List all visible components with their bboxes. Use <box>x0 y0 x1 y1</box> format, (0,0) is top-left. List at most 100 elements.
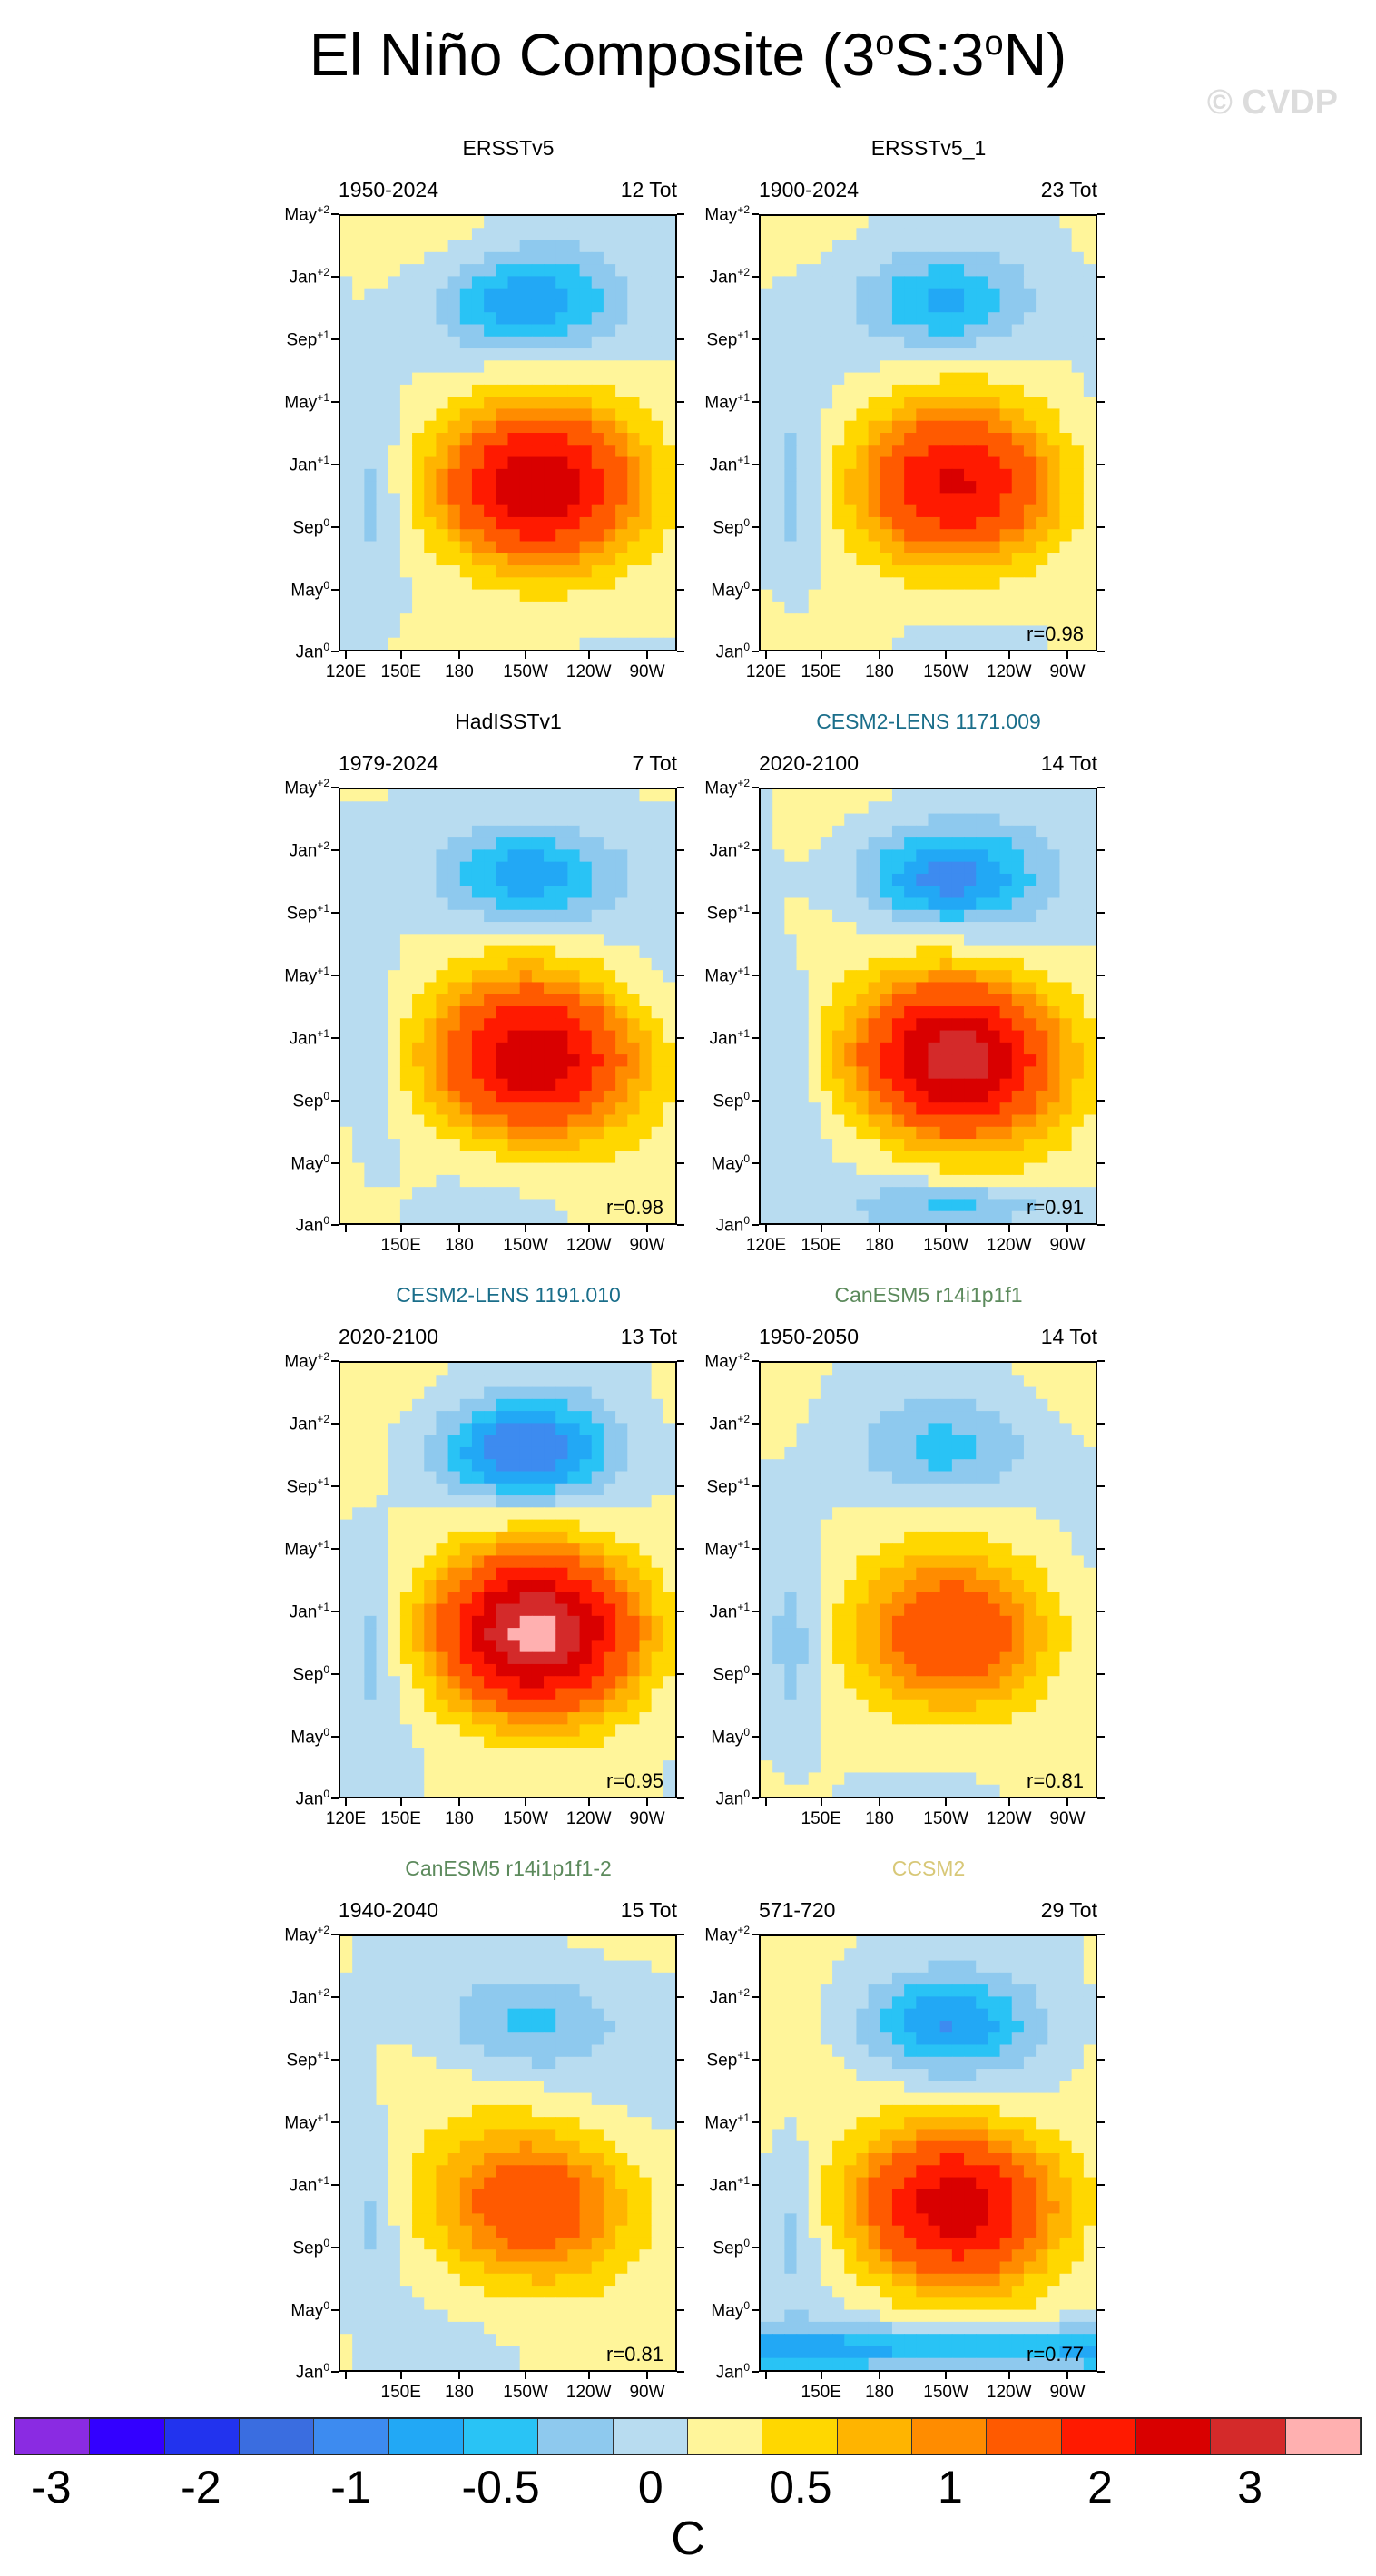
heatmap-cell <box>459 1151 473 1164</box>
heatmap-cell <box>1047 861 1061 875</box>
heatmap-cell <box>388 504 401 518</box>
heatmap-cell <box>808 1174 821 1188</box>
heatmap-cell <box>519 1640 533 1653</box>
heatmap-cell <box>891 1030 905 1043</box>
heatmap-cell <box>627 456 641 470</box>
heatmap-cell <box>761 1126 773 1140</box>
heatmap-cell <box>916 982 929 995</box>
heatmap-cell <box>376 1090 389 1103</box>
heatmap-cell <box>459 1386 473 1400</box>
heatmap-cell <box>880 1006 893 1019</box>
heatmap-cell <box>832 613 845 627</box>
heatmap-cell <box>988 565 1001 578</box>
heatmap-cell <box>364 1555 378 1569</box>
heatmap-cell <box>615 299 628 313</box>
heatmap-cell <box>496 384 509 397</box>
heatmap-cell <box>808 813 821 827</box>
heatmap-cell <box>1023 957 1037 971</box>
heatmap-cell <box>844 516 858 530</box>
panel-tot: 14 Tot <box>1040 751 1097 775</box>
heatmap-cell <box>928 516 941 530</box>
heatmap-cell <box>591 1114 604 1128</box>
heatmap-cell <box>591 589 604 602</box>
heatmap-cell <box>976 336 988 349</box>
heatmap-cell <box>891 1126 905 1140</box>
heatmap-cell <box>376 613 389 627</box>
heatmap-cell <box>412 1615 425 1629</box>
heatmap-cell <box>1036 251 1048 265</box>
heatmap-cell <box>796 312 810 326</box>
heatmap-cell <box>519 601 533 614</box>
heatmap-cell <box>627 433 641 446</box>
heatmap-cell <box>424 922 437 935</box>
heatmap-cell <box>496 408 509 422</box>
heatmap-cell <box>651 360 664 374</box>
heatmap-cell <box>507 372 521 386</box>
heatmap-cell <box>1071 1090 1085 1103</box>
heatmap-cell <box>808 1139 821 1151</box>
heatmap-cell <box>1011 468 1025 482</box>
x-tick-label: 150E <box>801 662 841 681</box>
heatmap-cell <box>1083 336 1096 349</box>
heatmap-cell <box>928 312 941 326</box>
heatmap-cell <box>988 886 1001 899</box>
heatmap-cell <box>399 825 413 838</box>
heatmap-cell <box>496 348 509 361</box>
heatmap-cell <box>904 445 917 458</box>
heatmap-cell <box>399 813 413 827</box>
heatmap-cell <box>459 909 473 923</box>
heatmap-cell <box>615 945 628 959</box>
heatmap-cell <box>567 1398 581 1412</box>
heatmap-cell <box>856 228 870 241</box>
heatmap-cell <box>627 886 641 899</box>
heatmap-cell <box>519 957 533 971</box>
y-tick-label: Jan+1 <box>709 453 750 475</box>
heatmap-cell <box>579 789 593 802</box>
heatmap-cell <box>939 601 953 614</box>
heatmap-cell <box>832 299 845 313</box>
heatmap-cell <box>531 324 545 338</box>
heatmap-cell <box>976 613 988 627</box>
heatmap-cell <box>399 886 413 899</box>
heatmap-cell <box>808 1078 821 1092</box>
heatmap-cell <box>651 1162 664 1176</box>
heatmap-cell <box>412 849 425 863</box>
heatmap-cell <box>951 516 965 530</box>
heatmap-cell <box>531 565 545 578</box>
heatmap-cell <box>856 384 870 397</box>
heatmap-cell <box>436 1459 449 1473</box>
heatmap-cell <box>651 934 664 947</box>
heatmap-cell <box>988 408 1001 422</box>
heatmap-cell <box>1023 445 1037 458</box>
y-tick-mark <box>752 1161 759 1164</box>
heatmap-cell <box>916 837 929 850</box>
heatmap-cell <box>376 1628 389 1641</box>
heatmap-cell <box>399 1151 413 1164</box>
heatmap-cell <box>567 1507 581 1521</box>
heatmap-cell <box>399 970 413 984</box>
heatmap-cell <box>544 1151 556 1164</box>
heatmap-cell <box>868 873 881 886</box>
heatmap-cell <box>412 1174 425 1188</box>
heatmap-cell <box>761 1090 773 1103</box>
heatmap-cell <box>364 1495 378 1508</box>
heatmap-cell <box>868 1162 881 1176</box>
heatmap-cell <box>603 228 616 241</box>
heatmap-cell <box>519 994 533 1007</box>
heatmap-cell <box>388 553 401 566</box>
heatmap-cell <box>424 577 437 591</box>
heatmap-cell <box>507 288 521 301</box>
heatmap-cell <box>808 397 821 410</box>
heatmap-cell <box>399 1676 413 1690</box>
heatmap-cell <box>531 922 545 935</box>
heatmap-cell <box>808 873 821 886</box>
heatmap-cell <box>436 216 449 229</box>
heatmap-cell <box>436 397 449 410</box>
heatmap-cell <box>519 565 533 578</box>
heatmap-cell <box>651 837 664 850</box>
heatmap-cell <box>364 637 378 650</box>
heatmap-cell <box>844 970 858 984</box>
heatmap-cell <box>471 516 485 530</box>
heatmap-cell <box>761 240 773 253</box>
y-tick-mark <box>677 1036 684 1039</box>
